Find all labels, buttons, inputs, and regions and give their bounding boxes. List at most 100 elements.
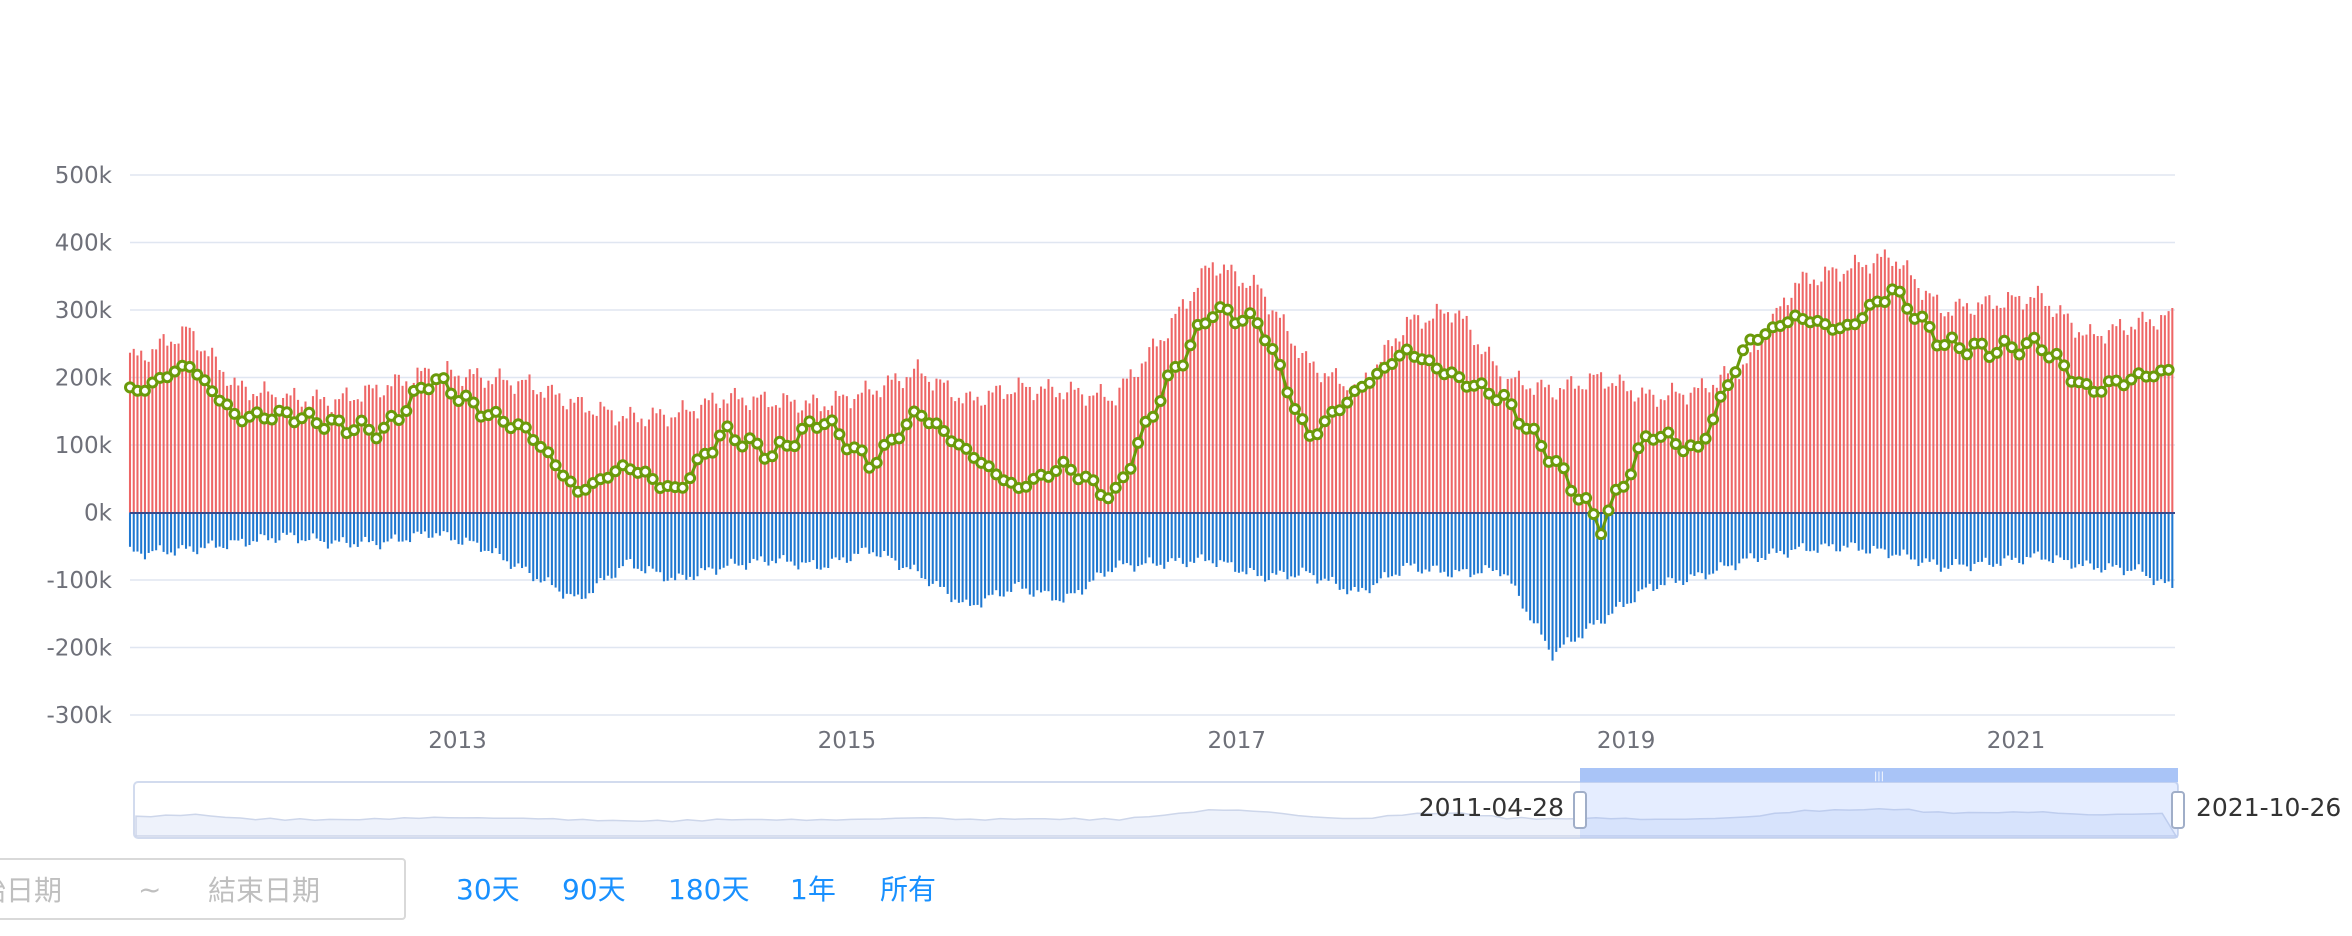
negative-bar	[1219, 512, 1222, 561]
negative-bar	[1099, 512, 1102, 574]
net-point	[2035, 344, 2048, 357]
range-button-90d[interactable]: 90天	[562, 873, 626, 906]
negative-bar	[647, 512, 651, 567]
negative-bar	[1320, 512, 1323, 581]
negative-bar	[207, 512, 210, 544]
negative-bar	[1861, 512, 1864, 550]
positive-bar	[610, 410, 613, 513]
positive-bar	[595, 415, 598, 513]
net-point	[1393, 349, 1406, 362]
positive-bar	[2010, 295, 2013, 513]
positive-bar	[1488, 346, 1491, 513]
positive-bar	[487, 380, 490, 513]
negative-bar	[1308, 512, 1311, 573]
negative-bar	[1697, 512, 1700, 573]
positive-bar	[677, 412, 680, 513]
negative-bar	[2033, 512, 2036, 554]
negative-bar	[1932, 512, 1935, 560]
net-point	[1020, 480, 1033, 493]
positive-bar	[1376, 364, 1379, 513]
negative-bar	[565, 512, 568, 594]
negative-bar	[1913, 512, 1916, 560]
net-point	[990, 468, 1003, 481]
negative-bar	[1435, 512, 1438, 566]
datazoom-handle-right[interactable]	[2171, 791, 2185, 829]
range-button-1y[interactable]: 1年	[790, 873, 836, 906]
negative-bar	[2133, 512, 2137, 570]
range-button-180d[interactable]: 180天	[668, 873, 750, 906]
positive-bar	[1323, 373, 1326, 513]
positive-bar	[1928, 293, 1931, 513]
start-date-input[interactable]: 始日期	[0, 874, 63, 907]
positive-bar	[1372, 376, 1375, 513]
positive-bar	[737, 399, 740, 513]
positive-bar	[2104, 343, 2107, 513]
negative-bar	[524, 512, 527, 567]
positive-bar	[1245, 287, 1248, 513]
positive-bar	[1252, 274, 1255, 513]
negative-bar	[1480, 512, 1483, 574]
negative-bar	[599, 512, 602, 579]
negative-bar	[1865, 512, 1868, 554]
positive-bar	[1357, 383, 1360, 513]
datazoom-move-handle[interactable]	[1580, 768, 2178, 782]
negative-bar	[689, 512, 692, 577]
net-point	[1154, 395, 1167, 407]
negative-bar	[2171, 512, 2174, 588]
negative-bar	[1028, 512, 1031, 595]
positive-bar	[382, 395, 385, 513]
positive-bar	[326, 405, 329, 513]
negative-bar	[423, 512, 426, 532]
datazoom-selection[interactable]	[1580, 778, 2178, 838]
positive-bar	[2126, 334, 2129, 513]
date-range-picker[interactable]: 始日期 ~ 結束日期	[0, 858, 406, 920]
negative-bar	[756, 512, 759, 561]
negative-bar	[1745, 512, 1748, 559]
negative-bar	[1185, 512, 1188, 568]
negative-bar	[1641, 512, 1644, 590]
negative-bar	[2018, 512, 2021, 563]
positive-bar	[211, 347, 214, 513]
net-point	[1856, 312, 1869, 325]
negative-bar	[1428, 512, 1431, 572]
range-button-30d[interactable]: 30天	[456, 873, 520, 906]
positive-bar	[352, 400, 356, 513]
positive-bar	[1809, 283, 1812, 513]
positive-bar	[1301, 352, 1304, 513]
end-date-input[interactable]: 結束日期	[208, 874, 321, 907]
positive-bar	[2115, 326, 2118, 513]
positive-bar	[647, 419, 651, 513]
y-tick-label: 500k	[55, 163, 113, 189]
negative-bar	[759, 512, 763, 557]
positive-bar	[1219, 273, 1222, 513]
negative-bar	[1372, 512, 1375, 586]
datazoom-handle-left[interactable]	[1573, 791, 1587, 829]
range-button-all[interactable]: 所有	[880, 873, 937, 906]
positive-bar	[681, 400, 684, 513]
negative-bar	[961, 512, 964, 603]
positive-bar	[823, 406, 826, 513]
positive-bar	[2167, 311, 2170, 513]
net-point	[280, 406, 293, 419]
negative-bar	[1114, 512, 1117, 568]
positive-bar	[1596, 374, 1599, 513]
positive-bar	[2156, 329, 2159, 513]
negative-bar	[1820, 512, 1823, 545]
negative-bar	[2148, 512, 2151, 578]
negative-bar	[465, 512, 468, 538]
positive-bar	[718, 408, 721, 513]
negative-bar	[983, 512, 987, 599]
negative-bar	[1301, 512, 1304, 568]
positive-bar	[233, 377, 236, 513]
negative-bar	[707, 512, 710, 568]
datazoom-start-label: 2011-04-28	[1419, 793, 1564, 822]
negative-bar	[1465, 512, 1468, 570]
positive-bar	[442, 373, 445, 513]
positive-bar	[2051, 316, 2054, 513]
negative-bar	[356, 512, 359, 547]
negative-bar	[1346, 512, 1349, 595]
positive-bar	[584, 412, 587, 513]
net-point	[1595, 528, 1608, 541]
positive-bar	[270, 394, 273, 513]
negative-bar	[2104, 512, 2107, 570]
